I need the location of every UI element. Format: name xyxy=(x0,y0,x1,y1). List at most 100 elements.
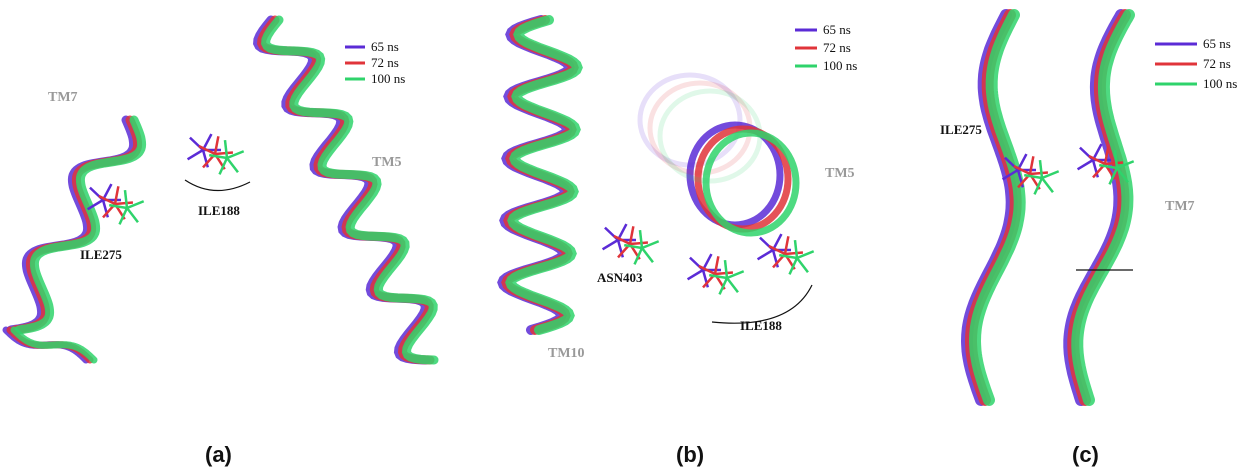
legend-label: 100 ns xyxy=(823,58,857,73)
residue-stick xyxy=(796,250,815,260)
residue-stick xyxy=(226,157,239,174)
residue-stick xyxy=(1108,167,1119,185)
residue-stick xyxy=(226,150,245,160)
helix-label: TM10 xyxy=(548,346,585,361)
residue-stick xyxy=(126,207,139,224)
legend-label: 72 ns xyxy=(371,55,399,70)
helix-ring-faded xyxy=(647,80,753,176)
helix-label: TM5 xyxy=(825,166,855,181)
arrow xyxy=(184,179,251,192)
residue-stick xyxy=(1028,156,1035,175)
caption: (a) xyxy=(205,442,232,467)
residue-stick xyxy=(113,186,120,205)
residue-stick xyxy=(1041,170,1060,180)
residue-stick xyxy=(218,157,229,175)
residue-stick xyxy=(686,268,704,281)
helix-ribbon xyxy=(10,115,143,335)
residue-stick xyxy=(1038,159,1044,179)
residue-stick xyxy=(718,277,729,295)
caption: (c) xyxy=(1072,442,1099,467)
residue-stick xyxy=(1088,154,1106,166)
residue-stick xyxy=(701,253,713,271)
residue-stick xyxy=(771,233,783,251)
residue-stick xyxy=(793,239,799,259)
residue-stick xyxy=(1076,158,1094,171)
residue-label: ILE188 xyxy=(198,203,240,218)
residue-stick xyxy=(624,243,643,250)
helix-ring-faded xyxy=(657,88,763,184)
helix-ring xyxy=(702,129,800,237)
residue-stick xyxy=(726,270,745,280)
arrow xyxy=(711,284,813,324)
residue-stick xyxy=(1024,173,1043,180)
residue-stick xyxy=(201,133,213,151)
residue-stick xyxy=(714,271,734,276)
legend-label: 65 ns xyxy=(1203,36,1231,51)
legend-label: 100 ns xyxy=(371,71,405,86)
molecular-art xyxy=(2,9,1135,406)
residue-stick xyxy=(601,238,619,251)
helix-ribbon xyxy=(1071,9,1135,406)
residue-stick xyxy=(213,136,220,155)
helix-ribbon xyxy=(261,15,439,365)
residue-stick xyxy=(779,253,798,260)
residue-stick xyxy=(713,256,720,275)
residue-stick xyxy=(101,183,113,201)
caption: (b) xyxy=(676,442,704,467)
residue-stick xyxy=(209,153,228,160)
residue-stick xyxy=(1016,153,1028,171)
residue-stick xyxy=(1033,177,1044,195)
residue-stick xyxy=(126,200,145,210)
residue-stick xyxy=(1116,167,1129,184)
residue-stick xyxy=(633,247,644,265)
residue-stick xyxy=(123,189,129,209)
residue-stick xyxy=(638,229,644,249)
residue-label: ASN403 xyxy=(597,270,643,285)
residue-stick xyxy=(726,277,739,294)
residue-stick xyxy=(613,234,631,246)
residue-stick xyxy=(698,264,716,276)
residue-stick xyxy=(98,194,116,206)
residue-stick xyxy=(1104,161,1124,166)
residue-stick xyxy=(641,247,654,264)
residue-stick xyxy=(1001,168,1019,181)
residue-stick xyxy=(223,139,229,159)
residue-stick xyxy=(1116,160,1135,170)
residue-stick xyxy=(788,257,799,275)
residue-stick xyxy=(214,151,234,156)
residue-stick xyxy=(768,244,786,256)
residue-stick xyxy=(796,257,809,274)
residue-stick xyxy=(1103,146,1110,165)
legend-label: 72 ns xyxy=(1203,56,1231,71)
helix-ribbon xyxy=(10,326,98,364)
legend-label: 72 ns xyxy=(823,40,851,55)
residue-stick xyxy=(1041,177,1054,194)
residue-stick xyxy=(756,248,774,261)
residue-stick xyxy=(198,144,216,156)
helix-ribbon xyxy=(968,9,1026,406)
residue-stick xyxy=(783,236,790,255)
residue-stick xyxy=(616,223,628,241)
legend-label: 65 ns xyxy=(823,22,851,37)
residue-stick xyxy=(1099,163,1118,170)
residue-label: ILE188 xyxy=(740,318,782,333)
residue-stick xyxy=(109,203,128,210)
residue-stick xyxy=(86,198,104,211)
residue-stick xyxy=(1091,143,1103,161)
residue-stick xyxy=(186,148,204,161)
residue-stick xyxy=(709,273,728,280)
legend-label: 65 ns xyxy=(371,39,399,54)
helix-ribbon xyxy=(505,15,583,335)
residue-stick xyxy=(1113,149,1119,169)
residue-label: ILE275 xyxy=(940,122,982,137)
helix-ring-faded xyxy=(637,72,743,168)
residue-stick xyxy=(118,207,129,225)
residue-stick xyxy=(629,241,649,246)
helix-label: TM7 xyxy=(48,90,78,105)
residue-stick xyxy=(1013,164,1031,176)
helix-ribbon xyxy=(6,115,139,335)
residue-stick xyxy=(723,259,729,279)
residue-stick xyxy=(784,251,804,256)
residue-label: ILE275 xyxy=(80,247,122,262)
